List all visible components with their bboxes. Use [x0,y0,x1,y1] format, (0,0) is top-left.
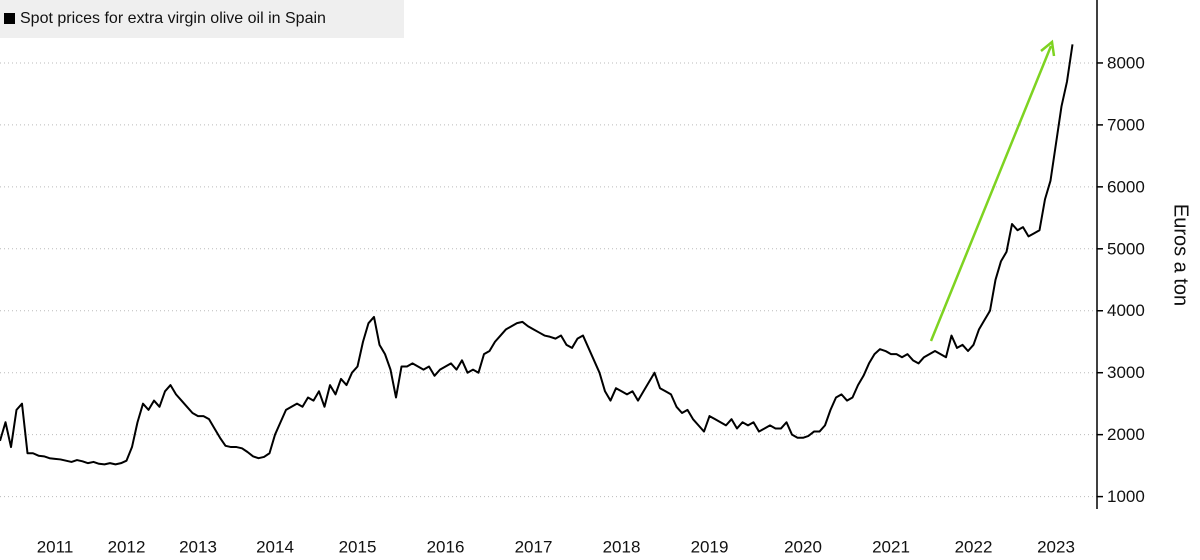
x-tick-label: 2021 [872,537,910,556]
x-tick-label: 2018 [603,537,641,556]
x-tick-label: 2016 [427,537,465,556]
x-tick-label: 2015 [339,537,377,556]
y-tick-label: 8000 [1107,53,1145,72]
y-tick-label: 4000 [1107,301,1145,320]
axes: 1000 2000 3000 4000 5000 6000 7000 8000 2011 2012… [37,53,1145,556]
trend-arrow [929,39,1056,342]
legend-swatch [4,13,15,24]
y-tick-label: 2000 [1107,425,1145,444]
x-tick-label: 2012 [108,537,146,556]
x-tick-label: 2014 [256,537,294,556]
y-tick-label: 3000 [1107,363,1145,382]
x-tick-label: 2022 [955,537,993,556]
legend-box [0,0,404,38]
arrow-head [1040,39,1056,57]
y-tick-label: 5000 [1107,239,1145,258]
plot-area [0,44,1074,466]
y-tick-label: 7000 [1107,115,1145,134]
x-tick-label: 2013 [179,537,217,556]
x-tick-label: 2020 [784,537,822,556]
x-tick-label: 2019 [691,537,729,556]
y-tick-label: 1000 [1107,487,1145,506]
series-line [0,44,1074,466]
y-tick-label: 6000 [1107,177,1145,196]
x-tick-label: 2017 [515,537,553,556]
grid [0,62,1097,498]
arrow-shaft [929,45,1053,342]
x-tick-label: 2023 [1037,537,1075,556]
x-tick-label: 2011 [37,537,74,556]
legend-label: Spot prices for extra virgin olive oil i… [20,10,326,27]
y-axis-label: Euros a ton [1170,204,1192,306]
legend: Spot prices for extra virgin olive oil i… [0,0,404,38]
